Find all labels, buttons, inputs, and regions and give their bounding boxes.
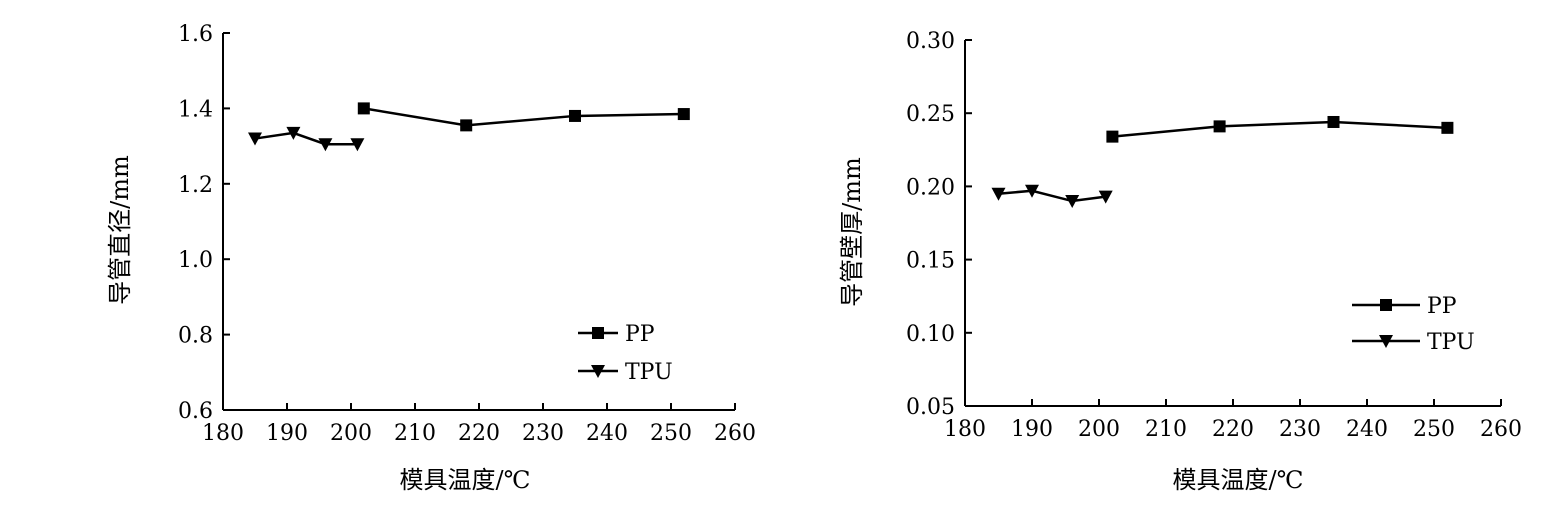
legend-label-pp: PP xyxy=(1427,294,1457,319)
y-tick-label: 0.05 xyxy=(906,395,955,420)
data-point-tpu xyxy=(248,132,262,146)
x-tick-label: 260 xyxy=(714,421,756,446)
data-point-tpu xyxy=(1098,190,1113,204)
x-tick-label: 240 xyxy=(1346,417,1388,442)
y-tick-label: 1.6 xyxy=(178,22,213,47)
y-tick-label: 0.8 xyxy=(178,324,213,349)
legend-label-tpu: TPU xyxy=(1427,330,1475,355)
legend-marker-tpu xyxy=(591,365,605,378)
y-tick-label: 1.4 xyxy=(178,97,213,122)
diameter-chart: 180 190 200 210 220 230 240 250 260 0.6 0.8 1.0 1.2 1… xyxy=(106,22,756,494)
x-tick-label: 220 xyxy=(458,421,500,446)
y-axis-title: 导管壁厚/mm xyxy=(838,157,866,307)
legend-marker-pp xyxy=(1380,299,1392,311)
wall-thickness-chart: 180 190 200 210 220 230 240 250 260 0.05 0.10 0.15 0… xyxy=(838,29,1522,494)
y-tick-label: 0.25 xyxy=(906,102,955,127)
data-point-tpu xyxy=(286,126,301,140)
series-line-tpu xyxy=(254,131,358,146)
data-point-pp xyxy=(1213,120,1226,133)
x-tick-label: 230 xyxy=(522,421,564,446)
y-tick-label: 1.0 xyxy=(178,248,213,273)
y-tick-label: 0.15 xyxy=(906,249,955,274)
legend-label-pp: PP xyxy=(625,322,655,347)
legend-marker-tpu xyxy=(1379,335,1393,348)
legend-label-tpu: TPU xyxy=(625,360,673,385)
data-point-tpu xyxy=(1025,184,1039,198)
y-tick-label: 0.30 xyxy=(906,29,955,54)
data-point-tpu xyxy=(1065,195,1080,209)
y-tick-label: 1.2 xyxy=(178,173,213,198)
x-tick-label: 250 xyxy=(650,421,692,446)
data-point-pp xyxy=(460,119,473,132)
x-tick-label: 190 xyxy=(1011,417,1053,442)
data-point-tpu xyxy=(318,138,333,152)
x-tick-label: 230 xyxy=(1279,417,1321,442)
y-axis-title: 导管直径/mm xyxy=(106,155,134,305)
x-tick-label: 210 xyxy=(394,421,436,446)
y-tick-label: 0.10 xyxy=(906,322,955,347)
data-point-pp xyxy=(1327,115,1340,128)
x-tick-label: 180 xyxy=(944,417,986,442)
x-tick-label: 260 xyxy=(1480,417,1522,442)
data-point-tpu xyxy=(350,138,365,152)
series-line-pp xyxy=(1112,120,1448,138)
legend-marker-pp xyxy=(592,327,604,339)
data-point-tpu xyxy=(991,187,1006,201)
x-axis-title: 模具温度/℃ xyxy=(400,466,531,494)
x-tick-label: 250 xyxy=(1413,417,1455,442)
x-tick-label: 240 xyxy=(586,421,628,446)
x-tick-label: 200 xyxy=(330,421,372,446)
x-axis-title: 模具温度/℃ xyxy=(1173,466,1304,494)
data-point-pp xyxy=(357,102,370,115)
y-tick-label: 0.6 xyxy=(178,399,213,424)
x-tick-label: 190 xyxy=(266,421,308,446)
x-tick-label: 210 xyxy=(1145,417,1187,442)
data-point-pp xyxy=(1106,130,1119,143)
x-tick-label: 180 xyxy=(202,421,244,446)
series-line-tpu xyxy=(998,189,1106,203)
data-point-pp xyxy=(677,108,690,121)
series-line-pp xyxy=(363,107,684,127)
data-point-pp xyxy=(569,109,581,122)
x-tick-label: 200 xyxy=(1078,417,1120,442)
data-point-pp xyxy=(1441,121,1454,134)
y-tick-label: 0.20 xyxy=(906,175,955,200)
x-tick-label: 220 xyxy=(1212,417,1254,442)
